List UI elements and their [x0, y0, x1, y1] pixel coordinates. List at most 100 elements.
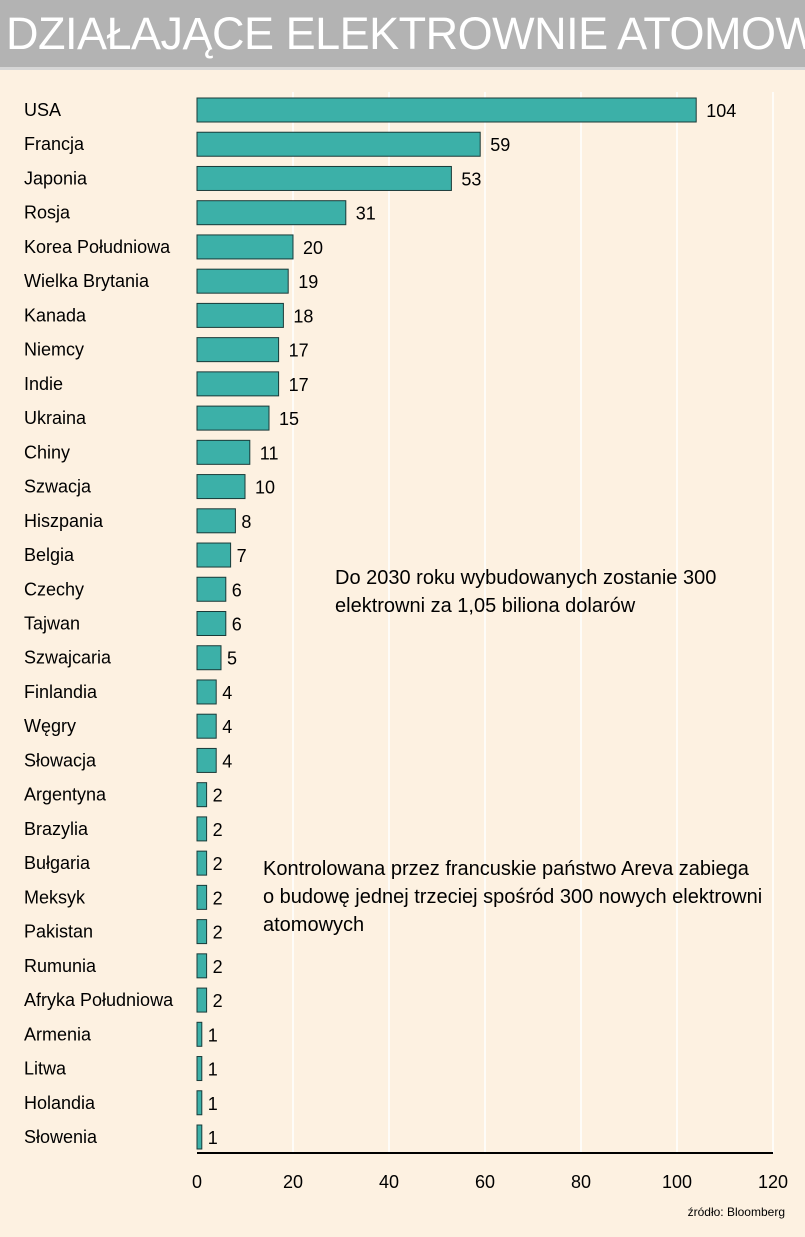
bar [196, 200, 347, 226]
category-label: Afryka Południowa [24, 990, 174, 1010]
data-label: 8 [241, 512, 251, 532]
category-label: Bułgaria [24, 853, 91, 873]
category-label: Pakistan [24, 922, 93, 942]
x-tick-label: 120 [758, 1172, 788, 1192]
category-label: Słowenia [24, 1127, 98, 1147]
annotation-1: Do 2030 roku wybudowanych zostanie 300 e… [335, 567, 717, 617]
data-label: 59 [490, 135, 510, 155]
bar [196, 165, 452, 191]
category-label: Finlandia [24, 682, 98, 702]
category-label: Słowacja [24, 750, 97, 770]
data-label: 10 [255, 478, 275, 498]
data-label: 20 [303, 238, 323, 258]
data-label: 18 [293, 306, 313, 326]
data-label: 19 [298, 272, 318, 292]
category-label: Indie [24, 374, 63, 394]
x-tick-label: 40 [379, 1172, 399, 1192]
category-label: Francja [24, 134, 85, 154]
bar [196, 713, 217, 739]
x-tick-label: 20 [283, 1172, 303, 1192]
category-label: Holandia [24, 1093, 96, 1113]
data-label: 4 [222, 717, 232, 737]
bar [196, 131, 481, 157]
data-label: 2 [213, 786, 223, 806]
bar [196, 953, 208, 979]
data-label: 2 [213, 991, 223, 1011]
category-label: Argentyna [24, 785, 107, 805]
bar [196, 816, 208, 842]
data-label: 4 [222, 683, 232, 703]
data-label: 2 [213, 854, 223, 874]
bar [196, 474, 246, 500]
data-label: 31 [356, 204, 376, 224]
category-label: Chiny [24, 442, 70, 462]
category-label: Rumunia [24, 956, 97, 976]
x-tick-label: 0 [192, 1172, 202, 1192]
category-label: Szwacja [24, 477, 92, 497]
data-label: 2 [213, 888, 223, 908]
bar [196, 268, 289, 294]
data-label: 17 [289, 341, 309, 361]
bar [196, 1056, 203, 1082]
bar [196, 337, 280, 363]
annotation-2: Kontrolowana przez francuskie państwo Ar… [263, 858, 763, 936]
bar [196, 884, 208, 910]
category-label: Meksyk [24, 887, 86, 907]
category-label: Ukraina [24, 408, 87, 428]
data-label: 7 [237, 546, 247, 566]
bar [196, 611, 227, 636]
data-label: 53 [461, 169, 481, 189]
category-label: Tajwan [24, 614, 80, 634]
bar [196, 1021, 203, 1047]
bar [196, 234, 294, 260]
data-label: 15 [279, 409, 299, 429]
title-bar: DZIAŁAJĄCE ELEKTROWNIE ATOMOWE [0, 0, 805, 70]
category-label: Brazylia [24, 819, 89, 839]
x-tick-label: 100 [662, 1172, 692, 1192]
data-label: 2 [213, 923, 223, 943]
data-label: 5 [227, 649, 237, 669]
bar [196, 645, 222, 671]
bar [196, 1090, 203, 1116]
category-label: Węgry [24, 716, 76, 736]
category-label: Belgia [24, 545, 75, 565]
data-label: 17 [289, 375, 309, 395]
bar [196, 919, 208, 945]
bar [196, 987, 208, 1013]
bar [196, 97, 697, 123]
category-label: Litwa [24, 1059, 67, 1079]
bar [196, 439, 251, 465]
bar [196, 782, 208, 808]
data-label: 104 [706, 101, 736, 121]
bar [196, 542, 232, 568]
category-label: Szwajcaria [24, 648, 112, 668]
category-label: Czechy [24, 579, 84, 599]
bar [196, 850, 208, 876]
bar [196, 679, 217, 705]
data-label: 1 [208, 1060, 218, 1080]
category-label: Wielka Brytania [24, 271, 150, 291]
data-label: 6 [232, 580, 242, 600]
category-label: Hiszpania [24, 511, 104, 531]
bar [196, 576, 227, 602]
category-label: Niemcy [24, 340, 84, 360]
category-label: USA [24, 100, 61, 120]
data-label: 1 [208, 1094, 218, 1114]
data-label: 6 [232, 615, 242, 635]
x-tick-label: 60 [475, 1172, 495, 1192]
data-label: 11 [260, 443, 279, 463]
category-label: Rosja [24, 203, 71, 223]
bar [196, 302, 284, 328]
bar [196, 1124, 203, 1150]
bar [196, 508, 236, 534]
data-label: 2 [213, 820, 223, 840]
chart-title: DZIAŁAJĄCE ELEKTROWNIE ATOMOWE [6, 8, 805, 59]
data-label: 2 [213, 957, 223, 977]
category-label: Armenia [24, 1024, 92, 1044]
category-label: Korea Południowa [24, 237, 171, 257]
source-note: źródło: Bloomberg [687, 1205, 785, 1219]
bar [196, 371, 280, 397]
data-label: 1 [208, 1128, 218, 1148]
